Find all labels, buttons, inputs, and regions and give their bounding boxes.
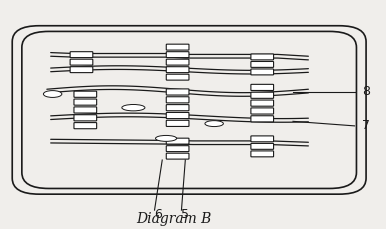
FancyBboxPatch shape — [70, 67, 93, 73]
Ellipse shape — [205, 121, 223, 127]
Ellipse shape — [156, 135, 177, 141]
FancyBboxPatch shape — [74, 99, 96, 105]
Text: Diagram B: Diagram B — [136, 212, 212, 226]
Ellipse shape — [43, 91, 62, 97]
Text: 6: 6 — [154, 208, 163, 221]
FancyBboxPatch shape — [70, 59, 93, 65]
FancyBboxPatch shape — [166, 44, 189, 50]
FancyBboxPatch shape — [251, 108, 274, 114]
FancyBboxPatch shape — [166, 112, 189, 119]
Ellipse shape — [122, 104, 145, 111]
FancyBboxPatch shape — [166, 97, 189, 103]
FancyBboxPatch shape — [166, 146, 189, 152]
FancyBboxPatch shape — [251, 136, 274, 142]
FancyBboxPatch shape — [74, 123, 96, 129]
Text: 5: 5 — [181, 208, 190, 221]
Text: 7: 7 — [362, 119, 370, 132]
FancyBboxPatch shape — [166, 67, 189, 73]
FancyBboxPatch shape — [166, 74, 189, 80]
FancyBboxPatch shape — [166, 120, 189, 126]
FancyBboxPatch shape — [251, 61, 274, 67]
FancyBboxPatch shape — [70, 52, 93, 58]
FancyBboxPatch shape — [251, 92, 274, 98]
FancyBboxPatch shape — [251, 151, 274, 157]
FancyBboxPatch shape — [251, 100, 274, 106]
FancyBboxPatch shape — [166, 153, 189, 159]
FancyBboxPatch shape — [251, 54, 274, 60]
FancyBboxPatch shape — [251, 84, 274, 90]
FancyBboxPatch shape — [251, 69, 274, 75]
FancyBboxPatch shape — [74, 115, 96, 121]
FancyBboxPatch shape — [251, 143, 274, 149]
FancyBboxPatch shape — [166, 138, 189, 144]
FancyBboxPatch shape — [166, 105, 189, 111]
Text: 8: 8 — [362, 85, 370, 98]
FancyBboxPatch shape — [166, 52, 189, 58]
FancyBboxPatch shape — [166, 89, 189, 95]
FancyBboxPatch shape — [166, 59, 189, 65]
FancyBboxPatch shape — [251, 116, 274, 122]
FancyBboxPatch shape — [74, 91, 96, 97]
FancyBboxPatch shape — [74, 107, 96, 113]
